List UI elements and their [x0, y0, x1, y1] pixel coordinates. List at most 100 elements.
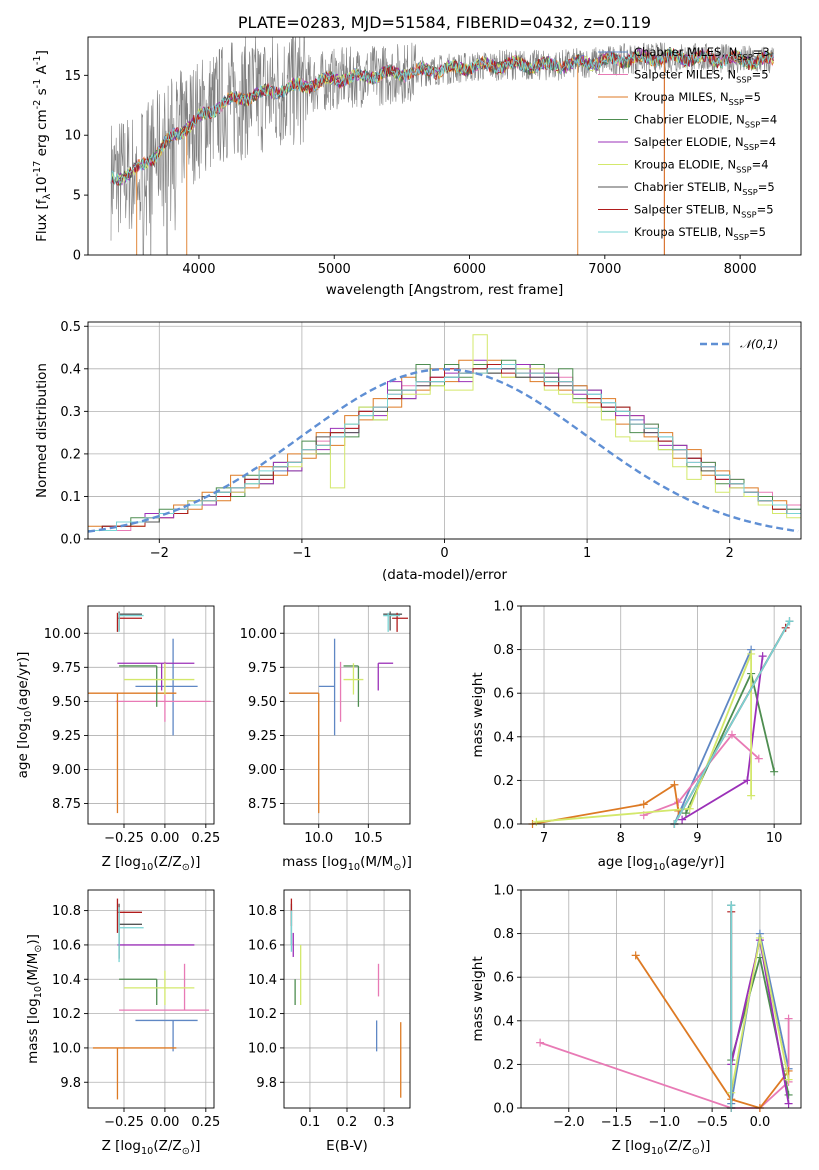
x-axis-label: wavelength [Angstrom, rest frame] [326, 282, 564, 298]
y-tick-label: 0.4 [493, 1014, 514, 1029]
weight-marker-kroupa_elodie [755, 933, 764, 942]
y-tick-label: 9.50 [248, 695, 277, 710]
y-tick-label: 8.75 [248, 797, 277, 812]
x-tick-label: 4000 [182, 262, 215, 277]
legend-entry: Kroupa ELODIE, NSSP​=4 [634, 158, 769, 175]
age_vs_mass-frame [283, 605, 411, 825]
weight-line-kroupa_elodie [536, 653, 752, 823]
y-tick-label: 10 [64, 129, 81, 144]
y-tick-label: 15 [64, 69, 81, 84]
x-tick-label: 1 [583, 546, 591, 561]
weight-marker-salpeter_elodie [678, 815, 687, 824]
y-tick-label: 0.2 [493, 774, 514, 789]
x-tick-label: −1 [292, 546, 311, 561]
weight-marker-kroupa_elodie [685, 804, 694, 813]
weight-marker-kroupa_miles [639, 800, 648, 809]
weight-marker-kroupa_elodie [747, 649, 756, 658]
weight-marker-salpeter_miles [536, 1038, 545, 1047]
y-tick-label: 9.75 [52, 661, 81, 676]
x-axis-label: E(B-V) [326, 1138, 368, 1154]
y-axis-label: age [log10​(age/yr)] [15, 652, 34, 779]
x-tick-label: 0 [440, 546, 448, 561]
y-tick-label: 0.4 [60, 362, 81, 377]
y-tick-label: 9.50 [52, 695, 81, 710]
y-axis-label: Flux [fλ​10-17​ erg cm-2​ s-1​ A-1​] [32, 50, 53, 242]
x-tick-label: −1.0 [649, 1115, 681, 1130]
y-tick-label: 9.75 [248, 661, 277, 676]
x-tick-label: 8000 [724, 262, 757, 277]
x-axis-label: Z [log10​(Z/Z⊙​)] [612, 1138, 711, 1157]
y-tick-label: 10.2 [52, 1007, 81, 1022]
y-tick-label: 0.6 [493, 971, 514, 986]
x-tick-label: 10.0 [304, 831, 333, 846]
y-axis-label: Normed distribution [34, 363, 50, 498]
x-axis-label: age [log10​(age/yr)] [598, 854, 725, 873]
weight-marker-salpeter_elodie [743, 776, 752, 785]
weight-marker-kroupa_elodie [784, 1075, 793, 1084]
weight-marker-kroupa_miles [670, 780, 679, 789]
x-tick-label: 0.2 [337, 1115, 358, 1130]
x-tick-label: 7000 [588, 262, 621, 277]
weight-marker-kroupa_miles [631, 951, 640, 960]
x-tick-label: 0.3 [374, 1115, 395, 1130]
weight-marker-salpeter_miles [754, 754, 763, 763]
x-tick-label: 8 [617, 831, 625, 846]
x-tick-label: 0.1 [300, 1115, 321, 1130]
x-tick-label: −0.25 [104, 1115, 144, 1130]
x-axis-label: Z [log10​(Z/Z⊙​)] [102, 854, 201, 873]
y-axis-label: mass [log10​(M/M⊙​)] [25, 934, 44, 1064]
y-tick-label: 10.8 [52, 904, 81, 919]
x-tick-label: 0.00 [150, 1115, 179, 1130]
x-tick-label: 10.5 [354, 831, 383, 846]
x-tick-label: 5000 [318, 262, 351, 277]
mass_vs_Z-frame [87, 889, 215, 1109]
x-tick-label: 0.0 [750, 1115, 771, 1130]
x-axis-label: mass [log10​(M/M⊙​)] [282, 854, 412, 873]
model-spectrum-kroupa_stelib [110, 48, 774, 186]
legend-entry: Kroupa MILES, NSSP​=5 [634, 90, 761, 107]
weight-marker-salpeter_miles [784, 1014, 793, 1023]
y-tick-label: 10.00 [240, 627, 277, 642]
y-tick-label: 5 [73, 189, 81, 204]
weight-line-kroupa_miles [634, 954, 790, 1110]
weight-marker-salpeter_elodie [784, 1099, 793, 1108]
y-tick-label: 10.0 [248, 1041, 277, 1056]
y-tick-label: 10.6 [248, 938, 277, 953]
legend-entry: Salpeter ELODIE, NSSP​=4 [634, 135, 776, 152]
weight-marker-chabrier_elodie [784, 1090, 793, 1099]
weight-line-kroupa_stelib [673, 620, 791, 825]
y-tick-label: 0.5 [60, 320, 81, 335]
legend-entry: Chabrier MILES, NSSP​=3 [634, 45, 770, 62]
x-axis-label: Z [log10​(Z/Z⊙​)] [102, 1138, 201, 1157]
y-tick-label: 0.0 [493, 818, 514, 833]
weight_vs_age-frame [520, 605, 802, 825]
chart-title: PLATE=0283, MJD=51584, FIBERID=0432, z=0… [238, 13, 651, 32]
y-tick-label: 9.00 [248, 763, 277, 778]
x-tick-label: 7 [540, 831, 548, 846]
legend-entry: Salpeter STELIB, NSSP​=5 [634, 203, 774, 220]
y-tick-label: 1.0 [493, 884, 514, 899]
weight-line-kroupa_miles [532, 783, 680, 825]
y-tick-label: 9.25 [248, 729, 277, 744]
age_vs_Z-frame [87, 605, 215, 825]
y-tick-label: 8.75 [52, 797, 81, 812]
y-tick-label: 10.2 [248, 1007, 277, 1022]
x-tick-label: 0.25 [191, 831, 220, 846]
y-tick-label: 0.0 [493, 1102, 514, 1117]
y-tick-label: 10.00 [44, 627, 81, 642]
x-tick-label: 0.25 [191, 1115, 220, 1130]
y-tick-label: 0.3 [60, 405, 81, 420]
y-tick-label: 0.8 [493, 927, 514, 942]
weight-marker-salpeter_miles [727, 730, 736, 739]
y-tick-label: 0.2 [60, 447, 81, 462]
mass_vs_ebv-frame [283, 889, 411, 1109]
y-tick-label: 9.8 [256, 1076, 277, 1091]
weight-marker-salpeter_elodie [758, 652, 767, 661]
legend-entry: Chabrier STELIB, NSSP​=5 [634, 180, 775, 197]
x-tick-label: −2 [150, 546, 169, 561]
y-tick-label: 9.8 [60, 1076, 81, 1091]
hist-plot-area [88, 334, 801, 533]
spectrum-plot-area [110, 37, 775, 255]
x-tick-label: −2.0 [553, 1115, 585, 1130]
legend-entry: Chabrier ELODIE, NSSP​=4 [634, 113, 777, 130]
